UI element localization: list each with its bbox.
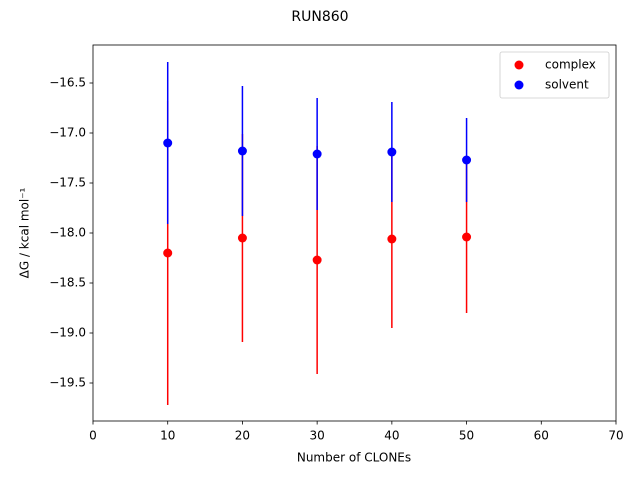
x-tick-label: 50	[459, 429, 474, 443]
x-tick-label: 0	[89, 429, 97, 443]
point	[163, 248, 173, 258]
x-axis-label: Number of CLONEs	[297, 451, 411, 465]
legend-box	[499, 51, 610, 99]
point	[237, 146, 247, 156]
x-tick-label: 60	[534, 429, 549, 443]
y-tick-label: −17.5	[49, 176, 86, 190]
point	[387, 234, 397, 244]
axes-frame	[92, 44, 617, 422]
y-tick-label: −19.5	[49, 376, 86, 390]
y-tick-label: −18.5	[49, 276, 86, 290]
x-tick-label: 40	[384, 429, 399, 443]
y-tick-label: −18.0	[49, 226, 86, 240]
chart-title: RUN860	[291, 9, 348, 25]
point	[312, 255, 322, 265]
x-tick-label: 30	[310, 429, 325, 443]
y-tick-label: −17.0	[49, 126, 86, 140]
point	[462, 232, 472, 242]
x-tick-label: 20	[235, 429, 250, 443]
legend-marker	[514, 80, 524, 90]
point	[312, 149, 322, 159]
y-axis-label: ΔG / kcal mol⁻¹	[18, 187, 32, 278]
point	[387, 147, 397, 157]
legend-label: solvent	[545, 78, 589, 92]
point	[237, 233, 247, 243]
x-tick-label: 10	[160, 429, 175, 443]
x-tick-label: 70	[608, 429, 623, 443]
y-tick-label: −19.0	[49, 326, 86, 340]
y-tick-label: −16.5	[49, 76, 86, 90]
point	[163, 138, 173, 148]
legend-label: complex	[545, 58, 596, 72]
point	[462, 155, 472, 165]
legend-marker	[514, 60, 524, 70]
